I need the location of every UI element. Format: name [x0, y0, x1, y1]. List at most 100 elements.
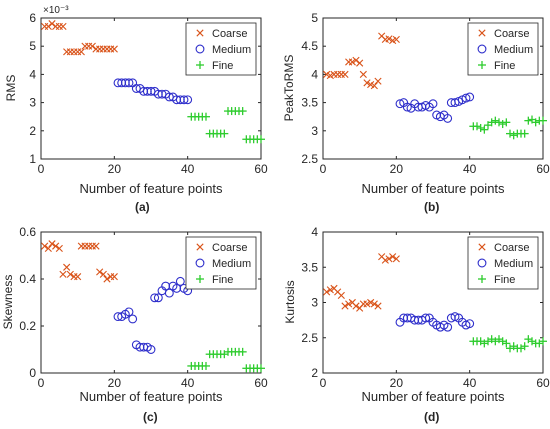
- legend-marker-fine: [196, 275, 204, 283]
- data-point-fine: [539, 337, 547, 346]
- y-tick-label: 6: [29, 11, 36, 25]
- y-tick-label: 3: [311, 124, 318, 138]
- data-point-medium: [395, 99, 405, 109]
- data-point-coarse: [44, 22, 52, 31]
- data-point-coarse: [63, 263, 71, 271]
- data-point-coarse: [337, 291, 345, 300]
- panel-b-ticks: 0 20 40 60 2.5 3 3.5 4 4.5 5: [301, 11, 550, 176]
- data-point-coarse: [389, 253, 397, 261]
- data-point-medium: [179, 95, 189, 105]
- data-point-coarse: [110, 273, 118, 281]
- data-point-medium: [443, 322, 453, 332]
- legend-marker-fine: [478, 275, 486, 283]
- legend-box: [185, 236, 257, 290]
- data-point-medium: [443, 113, 453, 123]
- panel-d: 0 20 40 60 2 2.5 3 3.5 4 Coarse Medium Fine Kurtos…: [283, 225, 550, 424]
- data-point-medium: [146, 345, 156, 354]
- data-point-coarse: [352, 56, 360, 64]
- panel-c: 0 20 40 60 0 0.2 0.4 0.6 Coarse Medium Fine Skewn…: [1, 225, 268, 424]
- data-point-coarse: [345, 300, 353, 308]
- data-point-medium: [461, 93, 471, 103]
- panel-c-axes: [40, 231, 262, 374]
- y-tick-label: 3: [29, 96, 36, 110]
- legend-label-coarse: Coarse: [212, 28, 247, 40]
- panel-d-label: (d): [424, 410, 439, 424]
- data-point-fine: [476, 123, 485, 132]
- data-point-coarse: [103, 275, 111, 283]
- panel-b-marks: [323, 32, 547, 140]
- data-point-coarse: [55, 244, 63, 253]
- data-point-coarse: [96, 268, 104, 276]
- panel-d-legend: Coarse Medium Fine: [467, 236, 539, 290]
- x-tick-label: 60: [254, 376, 268, 390]
- legend-label-medium: Medium: [494, 258, 533, 270]
- data-point-fine: [502, 118, 511, 127]
- data-point-coarse: [88, 42, 96, 50]
- legend-label-fine: Fine: [212, 60, 233, 72]
- panel-d-ticks: 0 20 40 60 2 2.5 3 3.5 4: [301, 225, 550, 390]
- y-tick-label: 5: [29, 39, 36, 53]
- data-point-fine: [238, 107, 247, 116]
- y-tick-label: 0.2: [19, 319, 36, 333]
- data-point-coarse: [381, 256, 389, 264]
- legend-label-medium: Medium: [212, 44, 251, 56]
- panel-b-axes: [322, 17, 544, 160]
- y-tick-label: 4: [311, 67, 318, 81]
- panel-d-ylabel: Kurtosis: [283, 280, 297, 323]
- panel-b-ylabel: PeakToRMS: [282, 55, 296, 122]
- legend-marker-coarse: [196, 243, 204, 251]
- data-point-medium: [465, 92, 475, 102]
- data-point-medium: [428, 99, 438, 109]
- legend-marker-coarse: [478, 29, 486, 37]
- data-point-coarse: [326, 286, 334, 294]
- data-point-coarse: [356, 59, 364, 67]
- y-tick-label: 0.6: [19, 225, 36, 239]
- data-point-fine: [502, 339, 511, 348]
- x-tick-label: 20: [108, 162, 122, 176]
- y-tick-label: 0: [29, 366, 36, 380]
- panel-a-axes: [40, 17, 262, 160]
- y-tick-label: 2: [29, 124, 36, 138]
- panel-c-label: (c): [143, 410, 158, 424]
- data-point-fine: [509, 131, 518, 140]
- panel-a-label: (a): [135, 200, 150, 214]
- data-point-fine: [506, 129, 514, 138]
- data-point-medium: [164, 288, 174, 298]
- panel-c-ylabel: Skewness: [1, 275, 15, 330]
- data-point-coarse: [367, 298, 375, 307]
- panel-d-marks: [323, 253, 547, 353]
- data-point-fine: [487, 118, 496, 127]
- panel-a: 0 20 40 60 1 2 3 4 5 6 Coarse Medium Fine RMS Numbe…: [4, 5, 268, 214]
- data-point-fine: [473, 122, 481, 131]
- legend-label-coarse: Coarse: [212, 242, 247, 254]
- data-point-medium: [465, 319, 475, 329]
- x-tick-label: 40: [463, 376, 477, 390]
- legend-marker-medium: [195, 44, 205, 54]
- data-point-fine: [491, 116, 500, 125]
- data-point-coarse: [48, 240, 56, 248]
- data-point-medium: [124, 307, 134, 317]
- legend-label-coarse: Coarse: [494, 242, 529, 254]
- legend-label-medium: Medium: [212, 258, 251, 270]
- x-tick-label: 60: [536, 162, 550, 176]
- panel-a-marks: [41, 20, 265, 144]
- panel-a-legend: Coarse Medium Fine: [185, 22, 257, 76]
- panel-c-legend: Coarse Medium Fine: [185, 236, 257, 290]
- data-point-fine: [238, 347, 247, 356]
- data-point-coarse: [341, 70, 349, 78]
- x-tick-label: 40: [181, 162, 195, 176]
- data-point-coarse: [348, 58, 356, 66]
- x-tick-label: 0: [320, 162, 327, 176]
- data-point-coarse: [363, 79, 371, 87]
- x-tick-label: 60: [536, 376, 550, 390]
- y-tick-label: 2: [311, 366, 318, 380]
- data-point-coarse: [41, 242, 49, 250]
- legend-marker-coarse: [478, 243, 486, 251]
- data-point-fine: [539, 116, 547, 125]
- legend-box: [185, 22, 257, 76]
- legend-label-fine: Fine: [494, 60, 515, 72]
- data-point-coarse: [74, 273, 82, 281]
- x-tick-label: 60: [254, 162, 268, 176]
- legend-label-coarse: Coarse: [494, 28, 529, 40]
